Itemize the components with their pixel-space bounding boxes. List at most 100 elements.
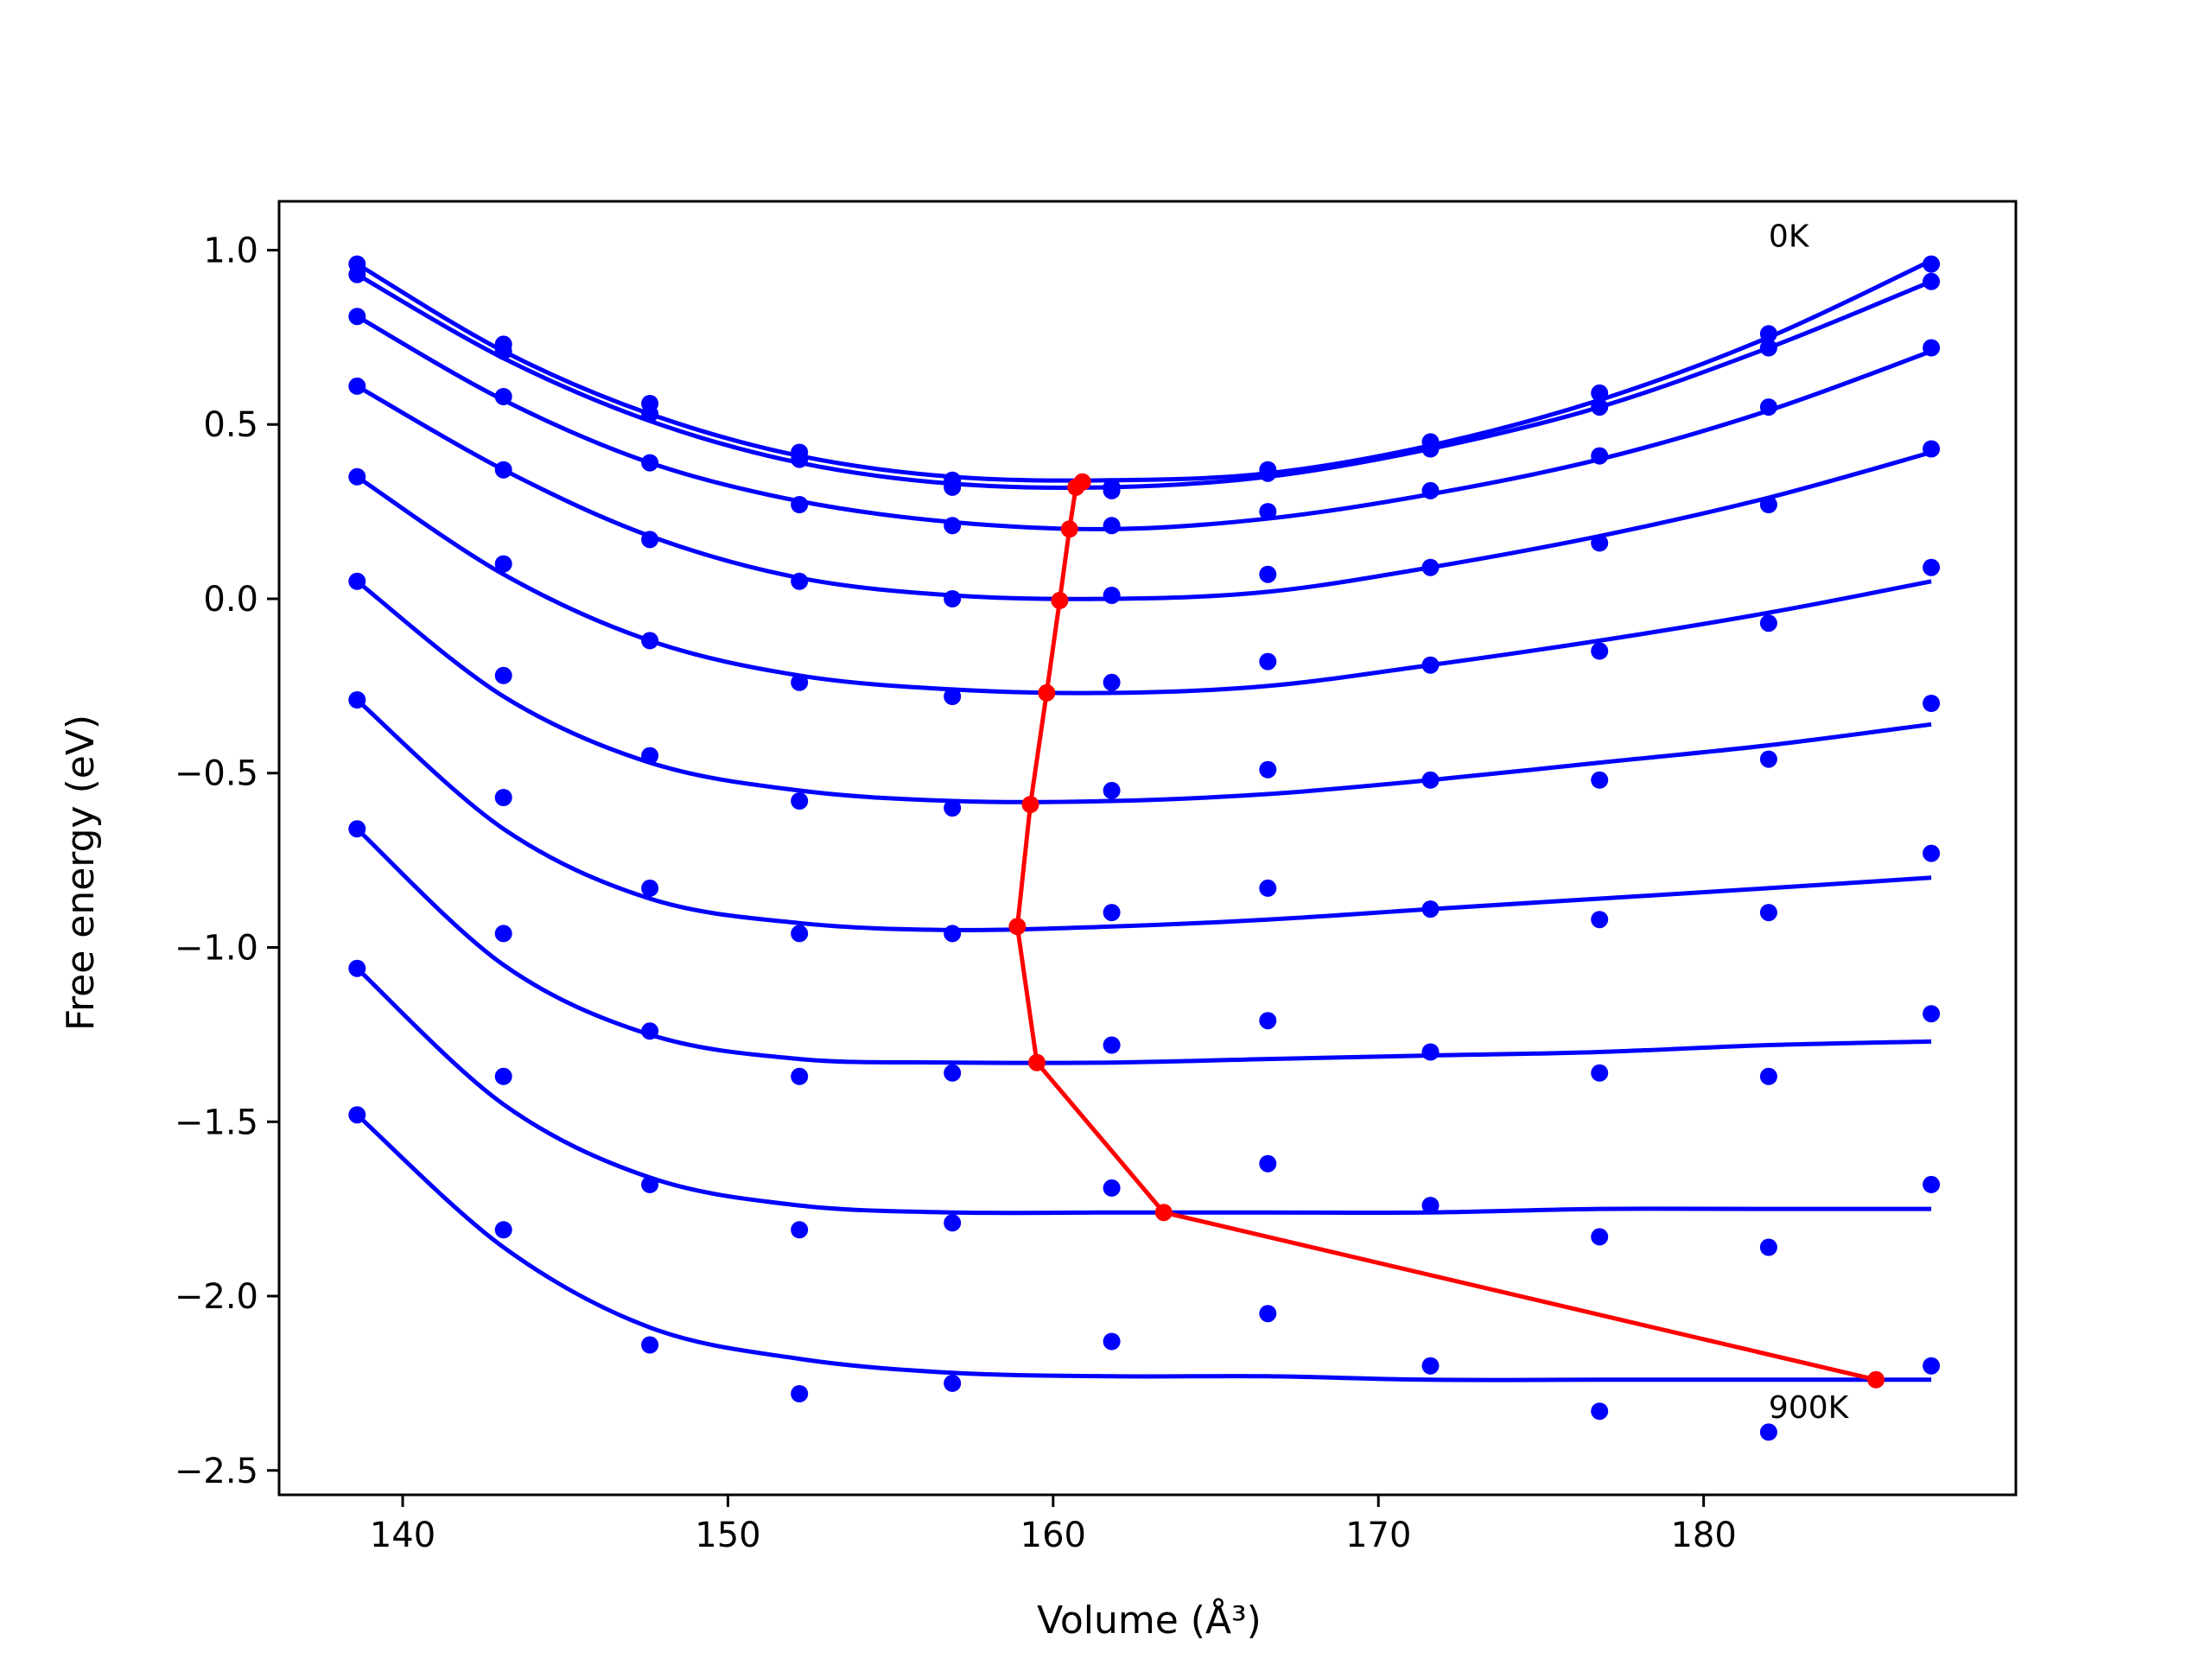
- data-point-2-4: [944, 517, 962, 535]
- y-tick-label-6: −2.0: [175, 1277, 258, 1317]
- y-tick-label-2: 0.0: [203, 580, 258, 620]
- annotation-1: 900K: [1769, 1390, 1850, 1426]
- data-point-6-4: [944, 925, 962, 943]
- data-point-5-2: [641, 747, 659, 765]
- fit-curve-5: [355, 579, 1932, 804]
- data-point-1-10: [1923, 272, 1941, 290]
- data-point-3-5: [1103, 587, 1121, 604]
- x-tick-label-2: 160: [1020, 1516, 1086, 1555]
- data-point-5-7: [1421, 771, 1440, 789]
- data-point-2-0: [348, 308, 366, 326]
- data-point-7-5: [1103, 1036, 1121, 1054]
- data-point-1-5: [1103, 481, 1121, 499]
- data-point-1-4: [944, 478, 962, 496]
- data-point-8-6: [1259, 1154, 1277, 1173]
- fit-curve-8: [355, 966, 1932, 1216]
- fit-curve-3: [356, 384, 1932, 601]
- data-point-4-10: [1923, 558, 1941, 576]
- data-point-6-0: [348, 691, 366, 709]
- data-point-6-9: [1759, 904, 1777, 922]
- data-point-1-6: [1259, 464, 1277, 482]
- data-point-3-2: [641, 531, 659, 549]
- data-point-5-8: [1591, 771, 1609, 789]
- data-point-4-8: [1591, 642, 1609, 660]
- data-point-3-3: [791, 572, 809, 590]
- minimum-point-5: [1021, 796, 1039, 814]
- x-tick-label-0: 140: [370, 1516, 435, 1555]
- minimum-point-7: [1028, 1053, 1046, 1071]
- data-point-9-1: [494, 1221, 512, 1239]
- data-point-3-10: [1923, 440, 1941, 458]
- data-point-7-2: [641, 1022, 659, 1040]
- data-point-6-2: [641, 879, 659, 897]
- data-point-9-5: [1103, 1332, 1121, 1351]
- data-point-9-4: [944, 1374, 962, 1392]
- data-point-1-7: [1421, 440, 1440, 458]
- data-point-4-7: [1421, 656, 1440, 674]
- data-point-3-7: [1421, 558, 1440, 576]
- y-tick-label-4: −1.0: [175, 928, 258, 968]
- data-point-3-9: [1759, 496, 1777, 513]
- data-point-4-2: [641, 632, 659, 650]
- data-point-3-4: [944, 590, 962, 607]
- data-point-8-2: [641, 1175, 659, 1193]
- data-point-7-1: [494, 925, 512, 943]
- data-point-6-1: [494, 789, 512, 806]
- data-point-5-4: [944, 799, 962, 817]
- data-point-3-6: [1259, 565, 1277, 583]
- data-point-7-0: [348, 820, 366, 838]
- data-point-1-0: [348, 265, 366, 283]
- data-point-4-5: [1103, 673, 1121, 691]
- minimum-point-9: [1867, 1370, 1885, 1389]
- data-point-0-9: [1759, 325, 1777, 343]
- data-point-2-8: [1591, 447, 1609, 465]
- data-point-5-5: [1103, 781, 1121, 799]
- y-tick-label-3: −0.5: [175, 754, 258, 794]
- fit-curve-9: [355, 1113, 1932, 1382]
- data-point-6-10: [1923, 844, 1941, 862]
- data-point-4-3: [791, 673, 809, 691]
- data-point-1-3: [791, 450, 809, 468]
- fit-curve-7: [355, 827, 1932, 1065]
- minimum-point-2: [1060, 520, 1078, 538]
- data-point-6-5: [1103, 904, 1121, 922]
- y-tick-label-1: 0.5: [203, 405, 258, 445]
- data-point-2-6: [1259, 503, 1277, 521]
- y-axis-label: Free energy (eV): [59, 715, 103, 1031]
- x-tick-label-1: 150: [695, 1516, 760, 1555]
- data-point-1-9: [1759, 339, 1777, 357]
- data-point-6-7: [1421, 900, 1440, 918]
- y-tick-label-5: −1.5: [175, 1103, 258, 1142]
- data-point-9-10: [1923, 1357, 1941, 1375]
- data-point-7-9: [1759, 1067, 1777, 1085]
- data-point-5-10: [1923, 695, 1941, 712]
- minimum-point-6: [1008, 918, 1027, 936]
- data-point-7-6: [1259, 1012, 1277, 1030]
- data-point-4-9: [1759, 614, 1777, 632]
- data-point-4-1: [494, 555, 512, 573]
- data-point-2-9: [1759, 398, 1777, 416]
- data-point-7-4: [944, 1064, 962, 1082]
- data-point-5-9: [1759, 750, 1777, 768]
- data-point-8-0: [348, 959, 366, 977]
- data-point-2-10: [1923, 339, 1941, 357]
- data-point-9-0: [348, 1106, 366, 1124]
- y-tick-label-0: 1.0: [203, 231, 258, 270]
- data-point-4-0: [348, 467, 366, 486]
- data-point-1-1: [494, 342, 512, 360]
- data-point-8-8: [1591, 1228, 1609, 1246]
- data-point-4-6: [1259, 652, 1277, 671]
- data-point-2-2: [641, 454, 659, 472]
- data-point-8-4: [944, 1214, 962, 1232]
- plot-marks: [348, 255, 1941, 1441]
- data-point-3-0: [348, 377, 366, 395]
- data-point-9-3: [791, 1385, 809, 1402]
- data-point-5-6: [1259, 760, 1277, 779]
- minimum-path-line: [1014, 480, 1877, 1382]
- data-point-2-1: [494, 388, 512, 405]
- data-point-8-9: [1759, 1238, 1777, 1256]
- data-point-1-8: [1591, 398, 1609, 416]
- fit-curve-6: [355, 698, 1932, 932]
- data-point-2-5: [1103, 517, 1121, 535]
